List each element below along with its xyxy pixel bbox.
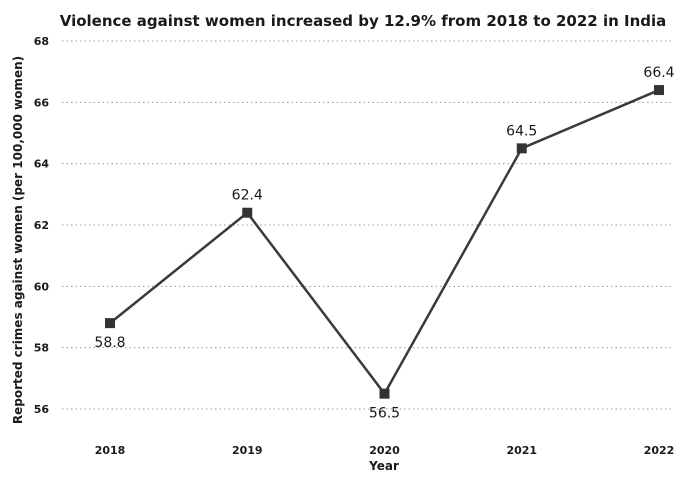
y-tick-label: 56 <box>34 403 50 416</box>
x-axis-label: Year <box>368 459 399 473</box>
data-point <box>516 143 527 154</box>
y-tick-label: 68 <box>34 35 49 48</box>
x-tick-label: 2022 <box>644 444 675 457</box>
data-label: 64.5 <box>506 123 537 139</box>
data-point <box>242 207 253 218</box>
data-label: 66.4 <box>643 65 674 81</box>
data-point <box>379 388 390 399</box>
data-label: 56.5 <box>369 406 400 422</box>
y-tick-label: 62 <box>34 219 49 232</box>
data-markers <box>105 85 664 399</box>
data-point <box>654 85 664 96</box>
y-tick-label: 66 <box>34 96 50 109</box>
x-tick-label: 2018 <box>95 444 126 457</box>
data-label: 58.8 <box>94 335 125 351</box>
y-axis-ticks: 56 58 60 62 64 66 68 <box>34 35 50 416</box>
data-point <box>105 318 115 329</box>
series-line <box>109 88 660 396</box>
y-axis-label: Reported crimes against women (per 100,0… <box>11 56 25 424</box>
chart-title: Violence against women increased by 12.9… <box>60 12 667 30</box>
x-tick-label: 2019 <box>232 444 263 457</box>
y-tick-label: 60 <box>34 280 50 293</box>
data-label: 62.4 <box>232 188 263 204</box>
x-tick-label: 2020 <box>369 444 400 457</box>
y-tick-label: 64 <box>34 158 50 171</box>
gridlines <box>62 40 672 410</box>
y-tick-label: 58 <box>34 342 49 355</box>
data-labels: 58.8 62.4 56.5 64.5 66.4 <box>94 65 674 422</box>
x-tick-label: 2021 <box>506 444 537 457</box>
x-axis-ticks: 2018 2019 2020 2021 2022 <box>95 444 675 457</box>
